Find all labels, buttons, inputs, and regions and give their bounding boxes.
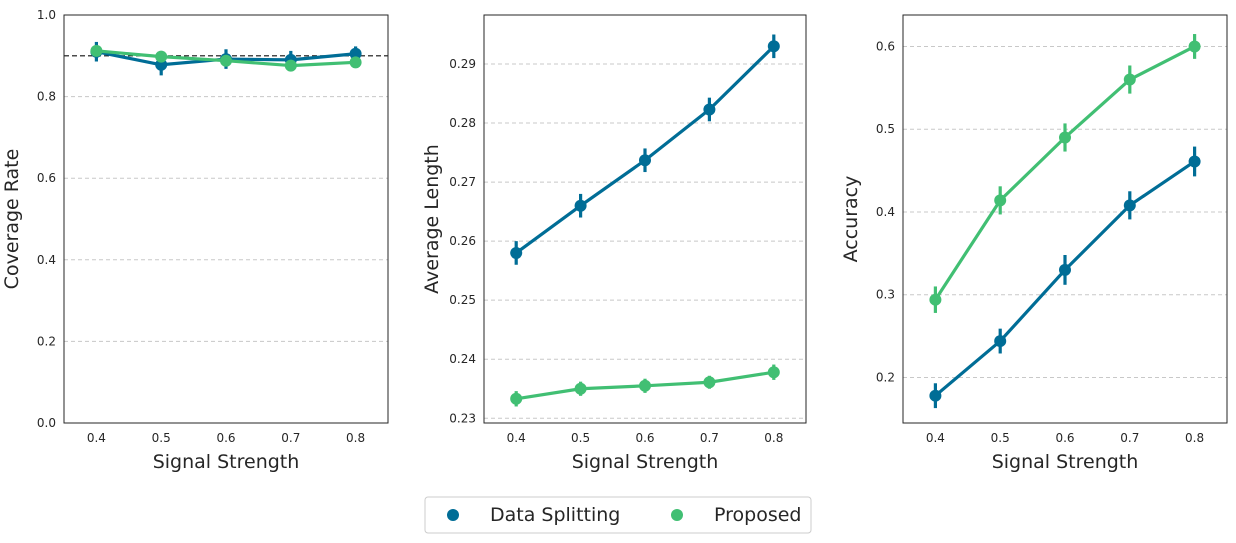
y-tick-label: 0.23 bbox=[449, 411, 476, 425]
data-point bbox=[639, 154, 651, 167]
data-point bbox=[1188, 155, 1201, 168]
data-point bbox=[767, 366, 780, 379]
data-point bbox=[574, 199, 587, 212]
x-tick-label: 0.8 bbox=[764, 431, 783, 445]
legend-label-proposed: Proposed bbox=[714, 504, 801, 526]
x-tick-labels: 0.4 0.5 0.6 0.7 0.8 bbox=[926, 431, 1204, 445]
x-tick-label: 0.4 bbox=[926, 431, 945, 445]
legend-box bbox=[424, 496, 812, 534]
data-point bbox=[349, 47, 362, 60]
y-tick-label: 0.25 bbox=[449, 293, 476, 307]
y-tick-label: 0.26 bbox=[449, 234, 476, 248]
series-layer bbox=[90, 41, 362, 76]
grid-lines bbox=[903, 45, 1227, 378]
x-tick-label: 0.6 bbox=[1055, 431, 1074, 445]
x-axis-label: Signal Strength bbox=[992, 451, 1139, 473]
series-layer bbox=[510, 34, 780, 407]
x-tick-label: 0.7 bbox=[1120, 431, 1139, 445]
y-tick-labels: 0.2 0.3 0.4 0.5 0.6 bbox=[876, 39, 895, 384]
data-point bbox=[1123, 199, 1136, 212]
plot-frame bbox=[902, 14, 1228, 424]
data-point bbox=[574, 382, 587, 395]
x-tick-label: 0.7 bbox=[700, 431, 719, 445]
series-data-splitting bbox=[929, 146, 1201, 409]
y-tick-label: 0.27 bbox=[449, 175, 476, 189]
x-tick-label: 0.7 bbox=[281, 431, 300, 445]
x-tick-labels: 0.4 0.5 0.6 0.7 0.8 bbox=[507, 431, 784, 445]
x-tick-label: 0.5 bbox=[991, 431, 1010, 445]
x-tick-labels: 0.4 0.5 0.6 0.7 0.8 bbox=[87, 431, 365, 445]
data-point bbox=[1123, 73, 1136, 86]
legend-marker-proposed bbox=[671, 509, 683, 521]
data-point bbox=[994, 335, 1007, 348]
x-axis-label: Signal Strength bbox=[153, 451, 300, 473]
y-tick-label: 0.4 bbox=[37, 253, 56, 267]
x-tick-label: 0.8 bbox=[1185, 431, 1204, 445]
data-point bbox=[1188, 40, 1201, 53]
data-point bbox=[994, 194, 1007, 207]
x-tick-label: 0.5 bbox=[571, 431, 590, 445]
plot-frame bbox=[63, 14, 389, 424]
y-tick-label: 0.0 bbox=[37, 416, 56, 430]
series-data-splitting bbox=[510, 34, 780, 265]
x-axis-label: Signal Strength bbox=[572, 451, 719, 473]
y-tick-labels: 0.23 0.24 0.25 0.26 0.27 0.28 0.29 bbox=[449, 57, 476, 425]
y-tick-label: 1.0 bbox=[37, 8, 56, 22]
panel-average-length: 0.230.240.250.260.270.280.29 0.4 0.5 0.6 0.… bbox=[421, 14, 807, 473]
data-point bbox=[220, 54, 232, 67]
y-tick-labels: 0.0 0.2 0.4 0.6 0.8 1.0 bbox=[37, 8, 56, 430]
data-point bbox=[639, 379, 651, 392]
data-point bbox=[155, 50, 168, 63]
y-tick-label: 0.6 bbox=[37, 171, 56, 185]
y-tick-label: 0.4 bbox=[876, 205, 895, 219]
data-point bbox=[284, 59, 297, 72]
x-tick-label: 0.4 bbox=[507, 431, 526, 445]
panel-accuracy: 0.2 0.3 0.4 0.5 0.6 0.4 0.5 0.6 0.7 0.8 Signal S… bbox=[840, 14, 1228, 473]
data-point bbox=[703, 376, 716, 389]
y-tick-label: 0.6 bbox=[876, 39, 895, 53]
data-point bbox=[1059, 131, 1071, 144]
data-point bbox=[510, 392, 523, 405]
data-point bbox=[929, 389, 942, 402]
series-proposed bbox=[929, 34, 1201, 313]
panel-coverage: 0.0 0.2 0.4 0.6 0.8 1.0 0.4 0.5 0.6 0.7 0.8 Signa… bbox=[1, 8, 389, 473]
data-point bbox=[510, 246, 523, 259]
series-proposed bbox=[90, 44, 362, 72]
grid-lines bbox=[484, 63, 806, 419]
x-tick-label: 0.4 bbox=[87, 431, 106, 445]
series-proposed bbox=[510, 364, 780, 407]
y-axis-label: Average Length bbox=[421, 144, 443, 294]
legend: Data Splitting Proposed bbox=[424, 496, 812, 534]
data-point bbox=[929, 293, 942, 306]
y-tick-label: 0.2 bbox=[37, 334, 56, 348]
data-point bbox=[1059, 263, 1071, 276]
legend-marker-data-splitting bbox=[447, 509, 459, 521]
y-tick-label: 0.24 bbox=[449, 352, 476, 366]
y-tick-label: 0.5 bbox=[876, 122, 895, 136]
y-axis-label: Coverage Rate bbox=[1, 149, 23, 290]
data-point bbox=[703, 103, 716, 116]
legend-label-data-splitting: Data Splitting bbox=[490, 504, 620, 526]
data-point bbox=[349, 56, 362, 69]
data-point bbox=[767, 40, 780, 53]
y-tick-label: 0.2 bbox=[876, 370, 895, 384]
x-tick-label: 0.5 bbox=[152, 431, 171, 445]
y-tick-label: 0.3 bbox=[876, 288, 895, 302]
y-axis-label: Accuracy bbox=[840, 176, 862, 263]
plot-frame bbox=[483, 14, 807, 424]
y-tick-label: 0.8 bbox=[37, 90, 56, 104]
grid-lines bbox=[64, 14, 388, 424]
y-tick-label: 0.29 bbox=[449, 57, 476, 71]
x-tick-label: 0.8 bbox=[346, 431, 365, 445]
data-point bbox=[90, 44, 103, 57]
series-layer bbox=[929, 34, 1201, 409]
x-tick-label: 0.6 bbox=[635, 431, 654, 445]
y-tick-label: 0.28 bbox=[449, 116, 476, 130]
x-tick-label: 0.6 bbox=[216, 431, 235, 445]
